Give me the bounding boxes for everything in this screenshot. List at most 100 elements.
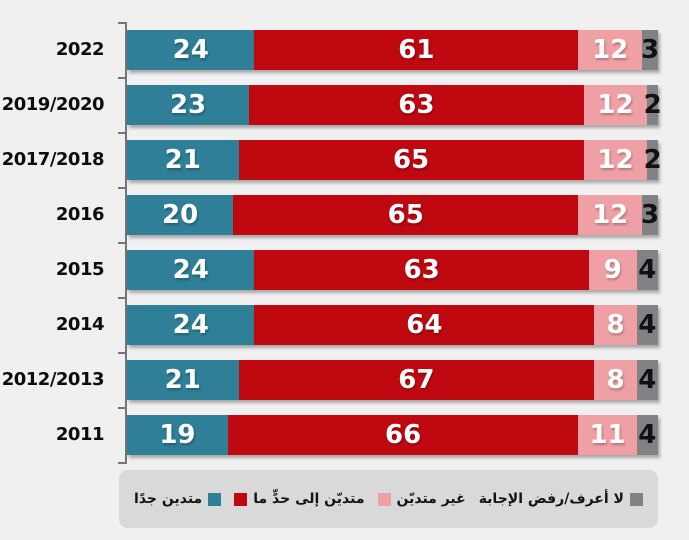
legend-item-very-religious: متدين جدًا <box>134 491 222 507</box>
bar-track: 24 61 12 3 <box>127 30 660 70</box>
bar-row: 2016 20 65 12 3 <box>0 195 689 235</box>
segment-value: 66 <box>385 420 422 450</box>
legend: متدين جدًا متديّن إلى حدٍّ ما غير متديّن لا… <box>119 470 658 528</box>
segment-dont-know-refused: 2 <box>644 85 662 125</box>
segment-very-religious: 20 <box>127 195 234 235</box>
segment-dont-know-refused: 4 <box>636 360 658 400</box>
segment-dont-know-refused: 2 <box>644 140 662 180</box>
segment-value: 67 <box>398 365 435 395</box>
segment-very-religious: 21 <box>127 140 239 180</box>
segment-value: 12 <box>592 200 629 230</box>
bar-track: 23 63 12 2 <box>127 85 662 125</box>
year-label: 2012/2013 <box>1 369 105 390</box>
legend-label: متديّن إلى حدٍّ ما <box>253 491 365 507</box>
legend-label: متدين جدًا <box>134 491 203 507</box>
bar-track: 21 65 12 2 <box>127 140 662 180</box>
segment-dont-know-refused: 4 <box>636 415 658 455</box>
segment-not-religious: 12 <box>583 140 648 180</box>
segment-somewhat-religious: 67 <box>238 360 595 400</box>
segment-value: 21 <box>164 365 201 395</box>
segment-value: 4 <box>638 365 657 395</box>
segment-not-religious: 12 <box>578 30 643 70</box>
segment-value: 20 <box>162 200 199 230</box>
segment-somewhat-religious: 65 <box>238 140 584 180</box>
segment-value: 3 <box>640 35 660 65</box>
segment-value: 24 <box>172 310 209 340</box>
year-label: 2015 <box>55 259 105 280</box>
segment-dont-know-refused: 3 <box>640 30 660 70</box>
segment-value: 65 <box>387 200 424 230</box>
segment-very-religious: 24 <box>127 305 255 345</box>
segment-somewhat-religious: 64 <box>254 305 595 345</box>
segment-very-religious: 24 <box>127 30 255 70</box>
segment-very-religious: 24 <box>127 250 255 290</box>
segment-value: 2 <box>643 90 662 120</box>
segment-very-religious: 19 <box>127 415 228 455</box>
legend-label: لا أعرف/رفض الإجابة <box>478 491 624 507</box>
axis-tick <box>118 242 126 244</box>
legend-item-dont-know-refused: لا أعرف/رفض الإجابة <box>479 491 643 507</box>
segment-very-religious: 21 <box>127 360 239 400</box>
bar-track: 19 66 11 4 <box>127 415 658 455</box>
axis-tick <box>118 407 126 409</box>
segment-somewhat-religious: 65 <box>233 195 579 235</box>
segment-value: 4 <box>638 310 657 340</box>
segment-not-religious: 8 <box>594 360 637 400</box>
segment-dont-know-refused: 4 <box>636 305 658 345</box>
axis-tick <box>118 187 126 189</box>
segment-value: 21 <box>164 145 201 175</box>
segment-dont-know-refused: 3 <box>640 195 660 235</box>
segment-not-religious: 9 <box>588 250 637 290</box>
segment-value: 24 <box>172 255 209 285</box>
legend-swatch-very-religious <box>208 492 222 506</box>
segment-somewhat-religious: 61 <box>254 30 579 70</box>
bar-track: 24 63 9 4 <box>127 250 658 290</box>
segment-value: 2 <box>643 145 662 175</box>
segment-value: 12 <box>597 90 634 120</box>
segment-value: 23 <box>169 90 207 120</box>
segment-somewhat-religious: 63 <box>249 85 584 125</box>
legend-swatch-dont-know-refused <box>629 492 643 506</box>
y-axis-line <box>125 22 127 464</box>
axis-tick <box>118 132 126 134</box>
segment-value: 11 <box>589 420 626 450</box>
segment-value: 8 <box>606 365 625 395</box>
segment-value: 19 <box>159 420 196 450</box>
bar-track: 20 65 12 3 <box>127 195 660 235</box>
year-label: 2016 <box>55 204 105 225</box>
segment-value: 12 <box>597 145 634 175</box>
segment-value: 9 <box>603 255 622 285</box>
bar-row: 2014 24 64 8 4 <box>0 305 689 345</box>
bar-row: 2012/2013 21 67 8 4 <box>0 360 689 400</box>
year-label: 2017/2018 <box>1 149 105 170</box>
segment-somewhat-religious: 66 <box>227 415 579 455</box>
year-label: 2019/2020 <box>1 94 105 115</box>
segment-value: 12 <box>592 35 629 65</box>
segment-value: 64 <box>406 310 443 340</box>
segment-value: 8 <box>606 310 625 340</box>
segment-value: 3 <box>640 200 660 230</box>
segment-not-religious: 12 <box>578 195 643 235</box>
bar-row: 2011 19 66 11 4 <box>0 415 689 455</box>
legend-item-somewhat-religious: متديّن إلى حدٍّ ما <box>234 491 365 507</box>
year-label: 2022 <box>55 39 105 60</box>
segment-value: 24 <box>172 35 209 65</box>
legend-item-not-religious: غير متديّن <box>377 491 466 507</box>
axis-tick <box>118 22 126 24</box>
axis-tick <box>118 77 126 79</box>
segment-value: 63 <box>403 255 440 285</box>
segment-value: 65 <box>392 145 430 175</box>
bar-row: 2015 24 63 9 4 <box>0 250 689 290</box>
segment-value: 63 <box>398 90 435 120</box>
axis-tick <box>118 297 126 299</box>
bar-row: 2017/2018 21 65 12 2 <box>0 140 689 180</box>
legend-swatch-somewhat-religious <box>234 492 248 506</box>
bar-row: 2022 24 61 12 3 <box>0 30 689 70</box>
legend-label: غير متديّن <box>396 491 466 507</box>
segment-not-religious: 12 <box>583 85 648 125</box>
bar-track: 24 64 8 4 <box>127 305 658 345</box>
axis-tick <box>118 462 126 464</box>
segment-somewhat-religious: 63 <box>254 250 589 290</box>
segment-value: 4 <box>638 420 657 450</box>
